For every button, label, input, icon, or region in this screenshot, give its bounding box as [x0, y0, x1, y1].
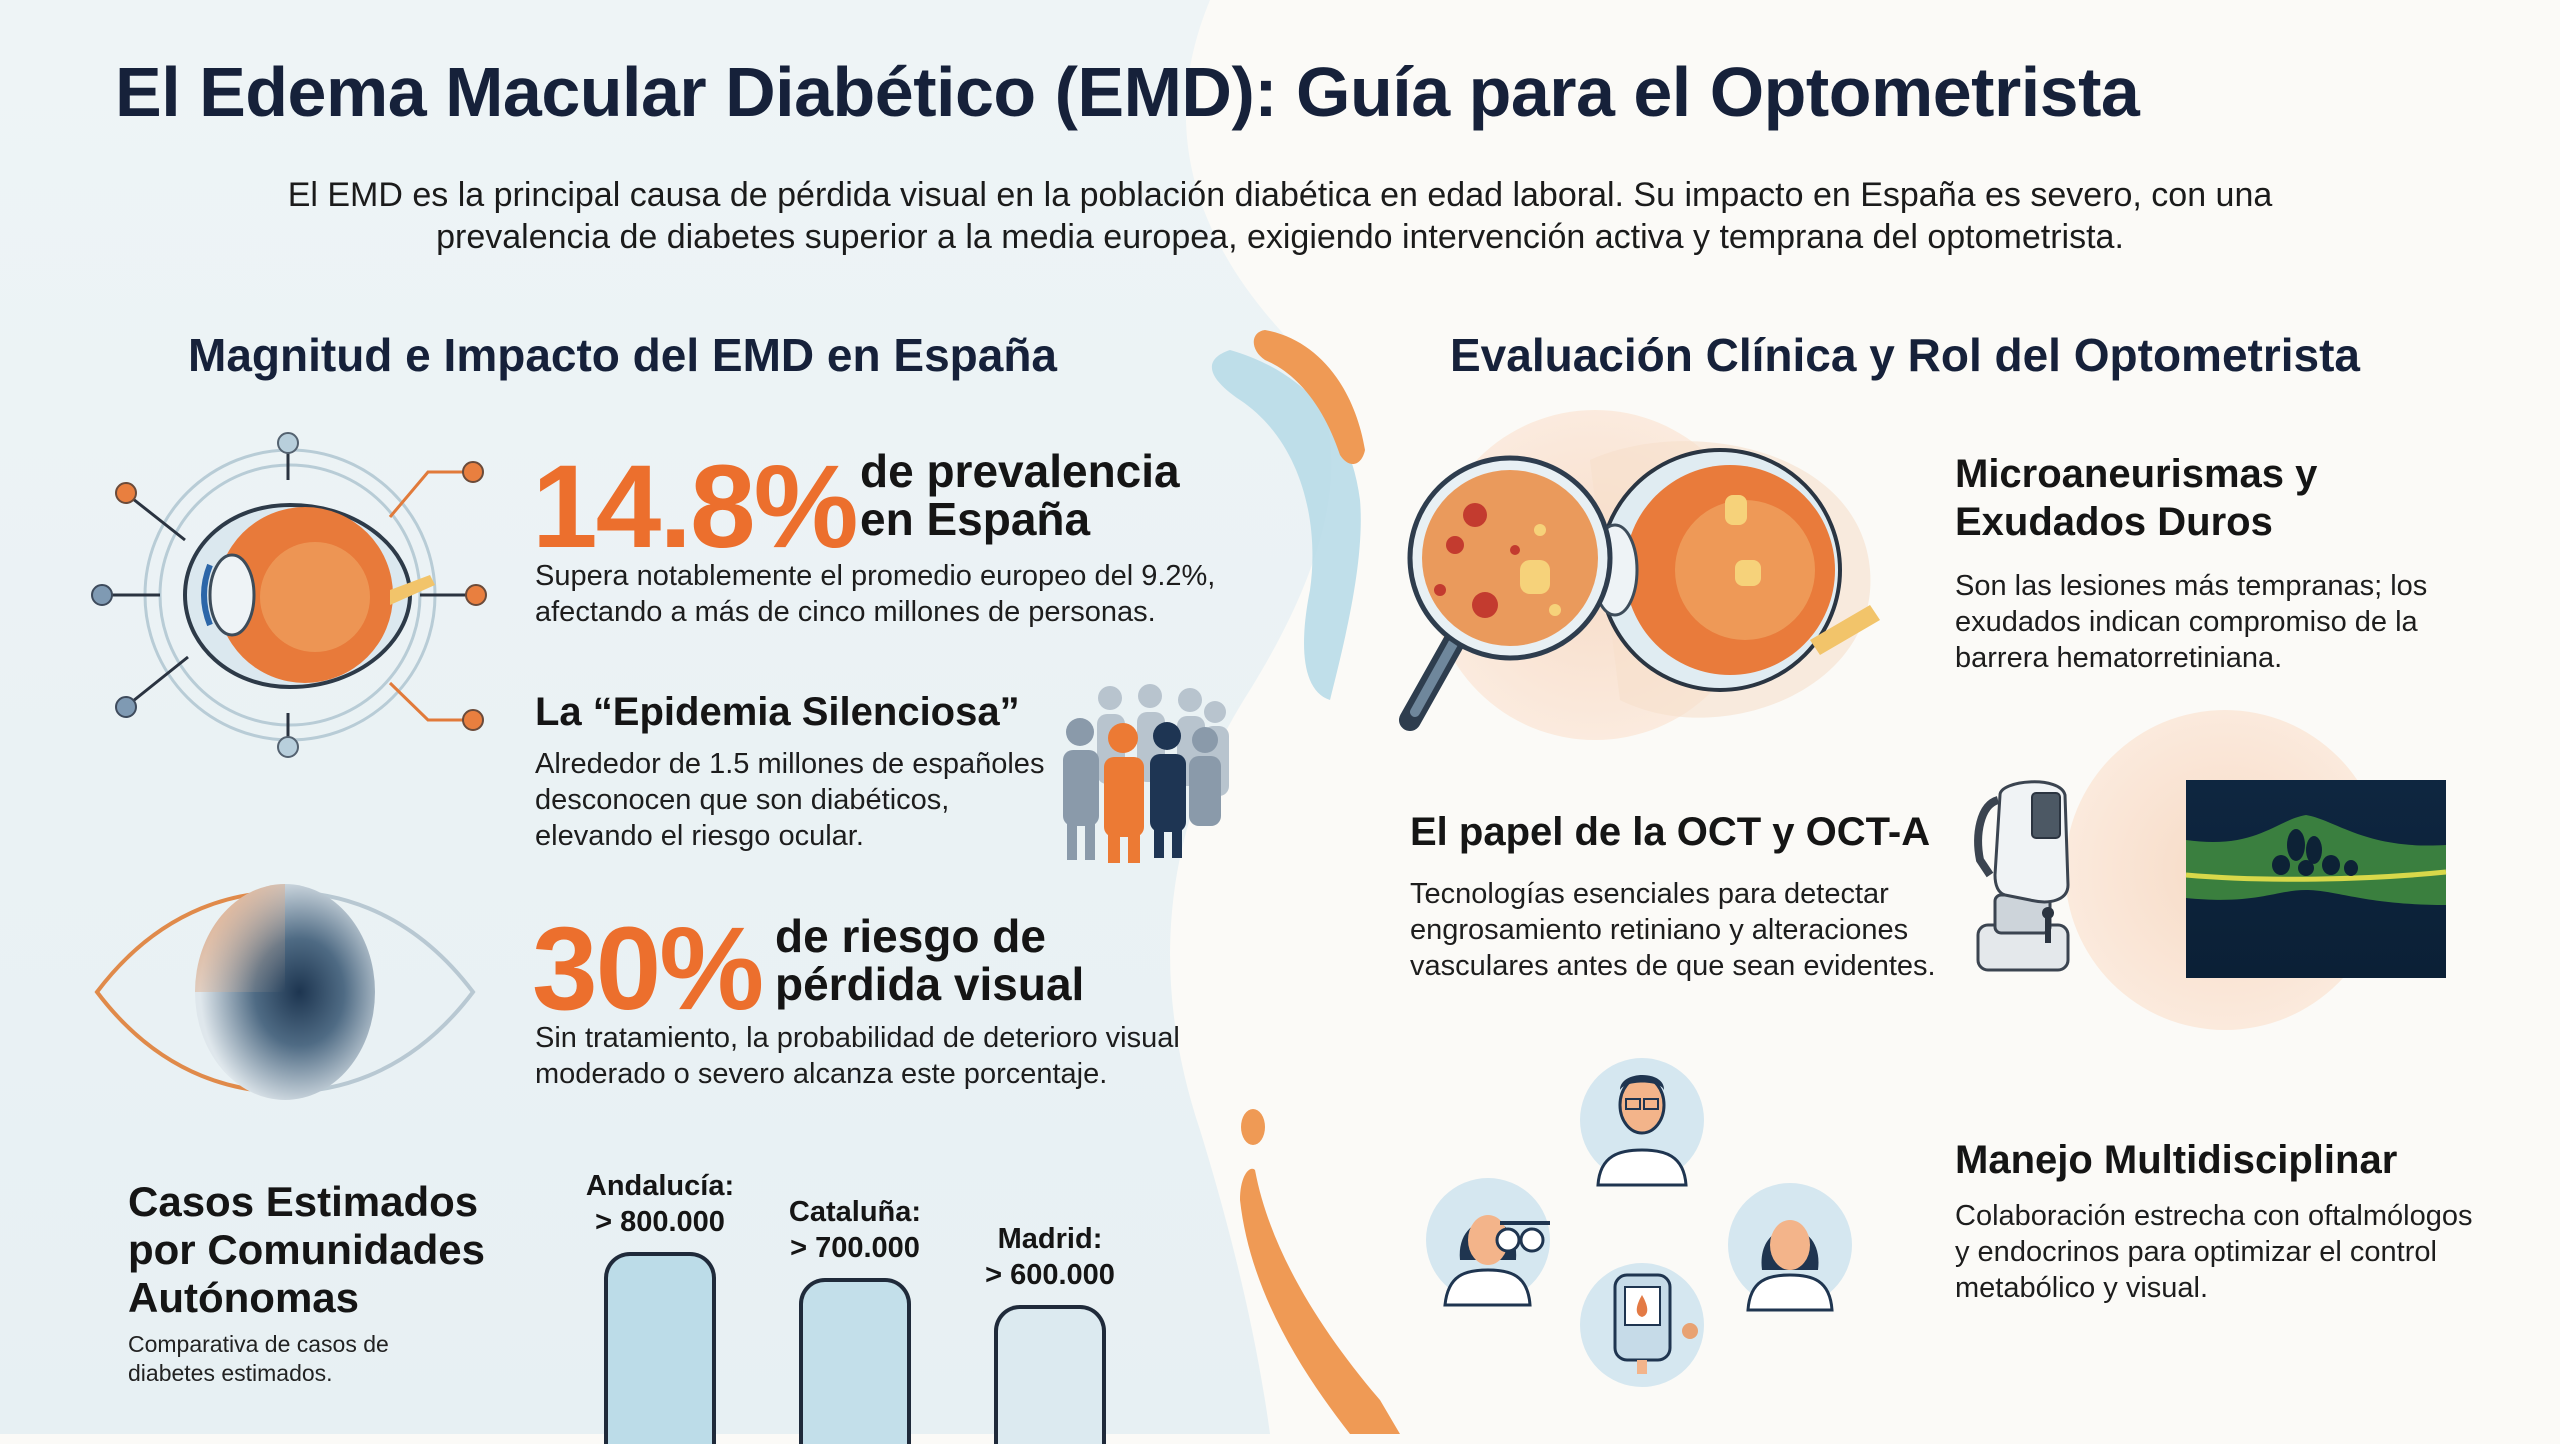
silent-desc-line: elevando el riesgo ocular.	[535, 818, 1044, 854]
multi-title: Manejo Multidisciplinar	[1955, 1136, 2397, 1184]
bar-data-label: Cataluña:> 700.000	[749, 1194, 961, 1266]
prevalence-label-line: en España	[860, 495, 1180, 543]
multi-desc-line: Colaboración estrecha con oftalmólogos	[1955, 1198, 2472, 1234]
risk-label-line: de riesgo de	[775, 912, 1084, 960]
cases-title-line: Casos Estimados	[128, 1178, 485, 1226]
micro-desc-line: Son las lesiones más tempranas; los	[1955, 568, 2427, 604]
doctor-male-icon	[1580, 1058, 1704, 1185]
risk-value: 30%	[532, 910, 762, 1028]
micro-desc-line: exudados indican compromiso de la	[1955, 604, 2427, 640]
bar-data-label-line: Madrid:	[944, 1221, 1156, 1257]
glucose-meter-icon	[1580, 1263, 1704, 1387]
multi-description: Colaboración estrecha con oftalmólogos y…	[1955, 1198, 2472, 1306]
risk-label-line: pérdida visual	[775, 960, 1084, 1008]
bar-data-label-line: > 700.000	[749, 1230, 961, 1266]
oct-machine-icon	[1970, 775, 2080, 985]
doctor-female-icon	[1728, 1183, 1852, 1310]
silent-epidemic-description: Alrededor de 1.5 millones de españoles d…	[535, 746, 1044, 854]
risk-desc-line: Sin tratamiento, la probabilidad de dete…	[535, 1020, 1180, 1056]
bar-data-label-line: Cataluña:	[749, 1194, 961, 1230]
page-title: El Edema Macular Diabético (EMD): Guía p…	[115, 52, 2139, 132]
oct-desc-line: vasculares antes de que sean evidentes.	[1410, 948, 1936, 984]
micro-desc-line: barrera hematorretiniana.	[1955, 640, 2427, 676]
prevalence-label: de prevalencia en España	[860, 447, 1180, 543]
intro-text: El EMD es la principal causa de pérdida …	[0, 174, 2560, 258]
silent-desc-line: Alrededor de 1.5 millones de españoles	[535, 746, 1044, 782]
eye-risk-icon	[95, 882, 475, 1102]
oct-desc-line: Tecnologías esenciales para detectar	[1410, 876, 1936, 912]
left-section-heading: Magnitud e Impacto del EMD en España	[188, 328, 1057, 382]
prevalence-desc-line: Supera notablemente el promedio europeo …	[535, 558, 1215, 594]
eye-anatomy-icon	[90, 425, 490, 765]
right-section-heading: Evaluación Clínica y Rol del Optometrist…	[1450, 328, 2360, 382]
oct-title: El papel de la OCT y OCT-A	[1410, 808, 1930, 856]
optometrist-female-icon	[1426, 1178, 1550, 1305]
intro-line: prevalencia de diabetes superior a la me…	[0, 216, 2560, 258]
cases-title-line: Autónomas	[128, 1274, 485, 1322]
cases-desc-line: Comparativa de casos de	[128, 1330, 389, 1359]
cases-title: Casos Estimados por Comunidades Autónoma…	[128, 1178, 485, 1322]
micro-title-line: Microaneurismas y	[1955, 450, 2317, 498]
bar-andaluca	[604, 1252, 716, 1444]
oct-desc-line: engrosamiento retiniano y alteraciones	[1410, 912, 1936, 948]
bar-data-label-line: > 800.000	[554, 1204, 766, 1240]
multi-desc-line: metabólico y visual.	[1955, 1270, 2472, 1306]
bar-catalua	[799, 1278, 911, 1444]
multi-desc-line: y endocrinos para optimizar el control	[1955, 1234, 2472, 1270]
micro-description: Son las lesiones más tempranas; los exud…	[1955, 568, 2427, 676]
people-crowd-icon	[1055, 680, 1235, 865]
prevalence-description: Supera notablemente el promedio europeo …	[535, 558, 1215, 630]
prevalence-label-line: de prevalencia	[860, 447, 1180, 495]
care-team-icons	[1420, 1035, 1860, 1395]
cases-desc-line: diabetes estimados.	[128, 1359, 389, 1388]
micro-title: Microaneurismas y Exudados Duros	[1955, 450, 2317, 546]
retina-magnifier-icon	[1390, 420, 1910, 740]
oct-scan-image	[2186, 780, 2446, 978]
bar-data-label-line: > 600.000	[944, 1257, 1156, 1293]
micro-title-line: Exudados Duros	[1955, 498, 2317, 546]
wave-dot-orange	[1241, 1109, 1265, 1145]
risk-description: Sin tratamiento, la probabilidad de dete…	[535, 1020, 1180, 1092]
risk-label: de riesgo de pérdida visual	[775, 912, 1084, 1008]
silent-epidemic-title: La “Epidemia Silenciosa”	[535, 688, 1020, 736]
cases-title-line: por Comunidades	[128, 1226, 485, 1274]
bar-data-label-line: Andalucía:	[554, 1168, 766, 1204]
bar-madrid	[994, 1305, 1106, 1444]
bar-data-label: Madrid:> 600.000	[944, 1221, 1156, 1293]
prevalence-desc-line: afectando a más de cinco millones de per…	[535, 594, 1215, 630]
risk-desc-line: moderado o severo alcanza este porcentaj…	[535, 1056, 1180, 1092]
silent-desc-line: desconocen que son diabéticos,	[535, 782, 1044, 818]
prevalence-value: 14.8%	[532, 448, 857, 566]
intro-line: El EMD es la principal causa de pérdida …	[0, 174, 2560, 216]
bar-data-label: Andalucía:> 800.000	[554, 1168, 766, 1240]
oct-description: Tecnologías esenciales para detectar eng…	[1410, 876, 1936, 984]
cases-description: Comparativa de casos de diabetes estimad…	[128, 1330, 389, 1388]
